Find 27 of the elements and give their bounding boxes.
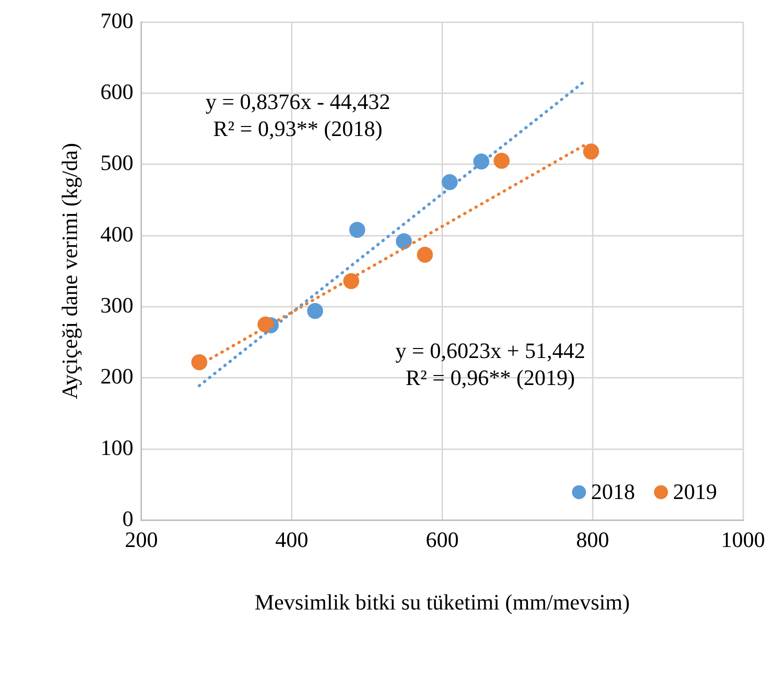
x-tick-label: 800: [576, 527, 610, 552]
annotation: y = 0,8376x - 44,432 R² = 0,93** (2018): [205, 88, 390, 141]
x-tick-label: 400: [275, 527, 308, 552]
point: [349, 222, 366, 238]
y-tick-label: 200: [100, 364, 134, 389]
y-tick-label: 100: [100, 434, 134, 460]
y-tick-label: 400: [100, 221, 134, 246]
x-axis-title: Mevsimlik bitki su tüketimi (mm/mevsim): [254, 590, 630, 615]
point: [343, 273, 360, 290]
point: [416, 246, 433, 263]
x-tick-label: 600: [426, 527, 459, 552]
y-tick-label: 600: [100, 78, 134, 104]
point: [583, 144, 600, 160]
y-tick-label: 300: [100, 292, 134, 318]
legend-label: 2018: [591, 478, 635, 504]
point: [494, 152, 510, 169]
point: [307, 302, 324, 319]
point: [396, 233, 412, 250]
point: [191, 354, 208, 370]
legend-label: 2019: [673, 478, 717, 504]
annotation: y = 0,6023x + 51,442 R² = 0,96** (2019): [395, 338, 586, 390]
x-tick-label: 1000: [721, 527, 765, 552]
y-tick-label: 700: [100, 8, 134, 33]
y-tick-label: 500: [100, 150, 134, 176]
y-axis-title: Ayçiçeği dane verimi (kg/da): [56, 142, 82, 400]
point: [473, 153, 490, 170]
point: [442, 174, 458, 190]
